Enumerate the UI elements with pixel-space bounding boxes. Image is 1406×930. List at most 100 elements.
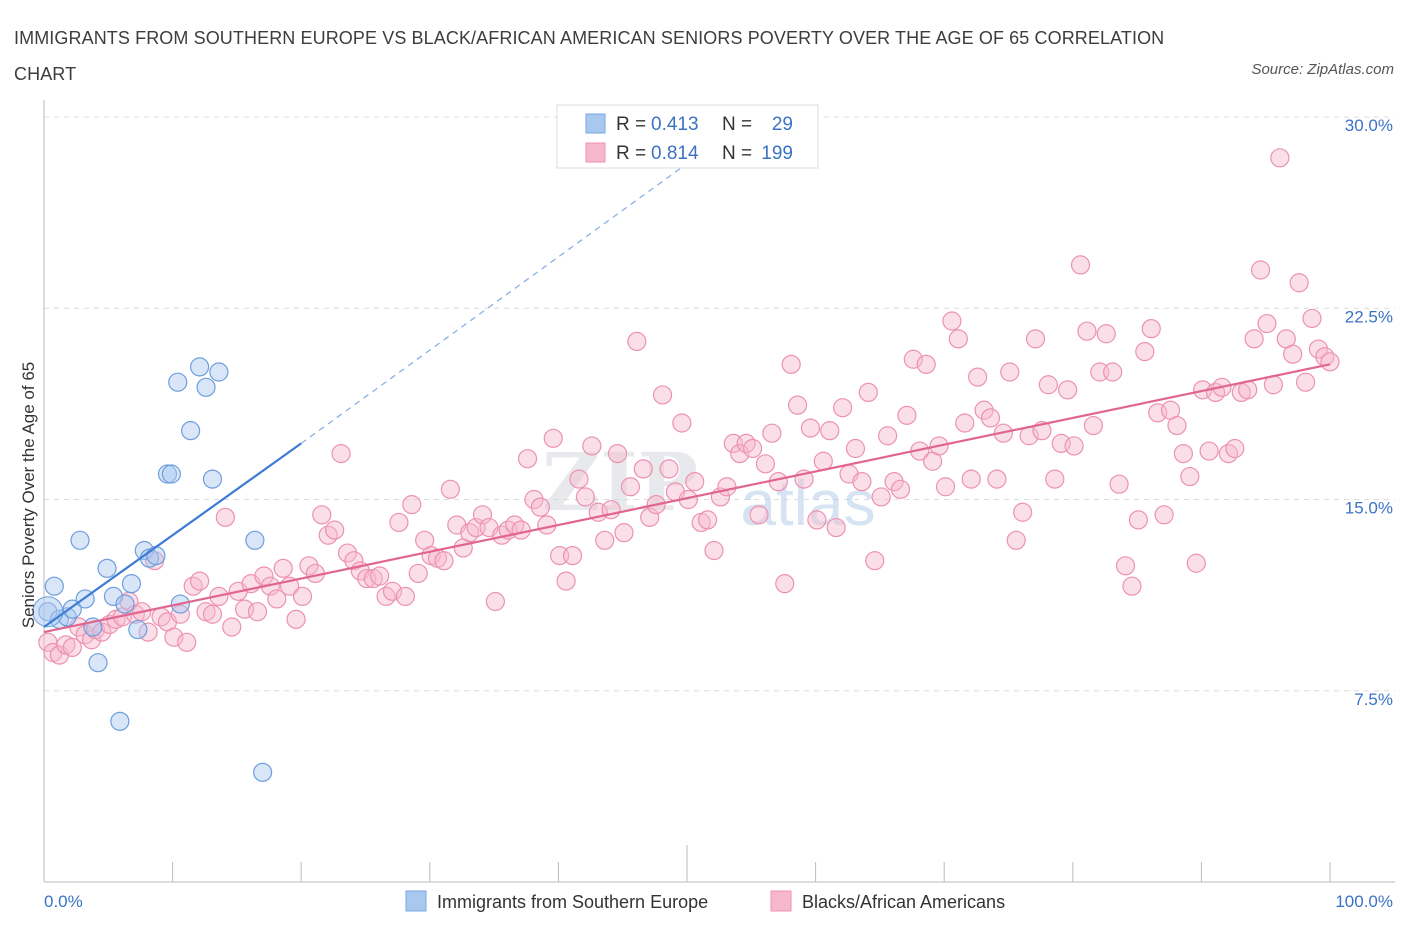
legend-r-value-pink: 0.814 xyxy=(651,143,699,164)
legend-swatch-pink xyxy=(585,142,606,163)
data-point xyxy=(376,586,396,607)
data-point xyxy=(44,576,64,596)
data-point xyxy=(460,523,480,543)
legend-r-label-blue: R = xyxy=(616,114,646,135)
data-point xyxy=(961,469,981,489)
data-point xyxy=(1167,415,1187,436)
data-point xyxy=(948,329,968,349)
data-point xyxy=(775,574,795,594)
data-point xyxy=(852,472,872,492)
data-point xyxy=(1244,329,1264,349)
bottom-legend-swatch-blue xyxy=(405,890,427,912)
data-point xyxy=(730,444,750,464)
bottom-legend-label-pink: Blacks/African Americans xyxy=(802,892,1005,912)
y-tick-label: 30.0% xyxy=(1345,116,1393,135)
data-point xyxy=(440,479,460,499)
data-point xyxy=(1083,415,1103,436)
source-label: Source: ZipAtlas.com xyxy=(1251,61,1394,78)
data-point xyxy=(787,395,808,415)
data-point xyxy=(582,436,602,456)
data-point xyxy=(1218,444,1239,464)
data-point xyxy=(697,510,718,530)
data-point xyxy=(177,632,197,652)
data-point xyxy=(820,421,840,441)
data-point xyxy=(1013,502,1033,522)
data-point xyxy=(1103,362,1123,382)
data-point xyxy=(128,619,148,640)
data-point xyxy=(562,545,583,566)
data-point xyxy=(286,609,306,629)
data-point xyxy=(569,469,589,489)
y-axis-label: Seniors Poverty Over the Age of 65 xyxy=(19,362,38,628)
data-point xyxy=(1295,372,1316,392)
data-point xyxy=(672,413,692,433)
data-point xyxy=(878,426,898,446)
data-point xyxy=(543,428,563,448)
data-point xyxy=(781,354,801,374)
data-point xyxy=(181,421,201,441)
data-point xyxy=(524,489,544,510)
data-point xyxy=(70,530,90,550)
trend-lines xyxy=(43,116,1331,634)
data-point xyxy=(704,540,724,561)
data-point xyxy=(620,477,641,497)
data-point xyxy=(370,566,390,586)
data-point xyxy=(1250,260,1271,280)
data-point xyxy=(389,512,409,533)
data-point xyxy=(1128,510,1148,530)
data-point xyxy=(974,400,994,420)
data-point xyxy=(325,520,345,540)
data-point xyxy=(890,479,911,499)
data-point xyxy=(215,507,235,527)
data-point xyxy=(121,574,142,594)
data-point xyxy=(254,566,274,586)
data-point xyxy=(190,357,210,377)
x-tick-0: 0.0% xyxy=(44,892,83,911)
data-point xyxy=(1186,553,1206,573)
data-point xyxy=(865,551,885,571)
data-point xyxy=(1058,380,1078,400)
data-point xyxy=(955,413,975,433)
data-point xyxy=(292,586,313,607)
data-point xyxy=(1257,313,1277,334)
trend-line-blue xyxy=(43,442,302,628)
data-point xyxy=(337,543,358,563)
data-point xyxy=(627,331,647,351)
y-tick-label: 22.5% xyxy=(1345,307,1393,326)
data-point xyxy=(717,477,737,497)
data-point xyxy=(652,385,673,405)
x-tick-100: 100.0% xyxy=(1335,892,1393,911)
data-point xyxy=(903,349,923,369)
data-point xyxy=(331,444,351,464)
data-point xyxy=(1270,148,1290,168)
data-point xyxy=(980,408,1001,428)
data-point xyxy=(1302,308,1322,329)
data-point xyxy=(1000,362,1020,382)
bottom-legend-swatch-pink xyxy=(770,890,792,912)
data-point xyxy=(202,469,223,489)
bottom-legend-label-blue: Immigrants from Southern Europe xyxy=(437,892,708,912)
data-point xyxy=(749,505,769,525)
data-point xyxy=(164,627,184,647)
data-point xyxy=(170,604,190,624)
data-point xyxy=(62,637,82,658)
data-point xyxy=(202,604,223,624)
data-point xyxy=(1077,321,1097,341)
data-point xyxy=(183,576,203,596)
data-point xyxy=(299,556,319,576)
data-point xyxy=(614,523,634,543)
y-tick-label: 7.5% xyxy=(1354,690,1393,709)
data-point xyxy=(253,762,273,782)
data-point xyxy=(807,510,827,530)
data-point xyxy=(312,505,332,525)
data-point xyxy=(485,591,505,612)
data-point xyxy=(1135,342,1155,362)
data-point xyxy=(1070,255,1091,275)
data-point xyxy=(75,625,95,645)
data-point xyxy=(402,495,422,515)
data-point xyxy=(1038,375,1058,395)
trend-line-blue-extrapolated xyxy=(300,116,752,444)
data-point xyxy=(511,520,531,540)
data-point xyxy=(530,497,550,517)
